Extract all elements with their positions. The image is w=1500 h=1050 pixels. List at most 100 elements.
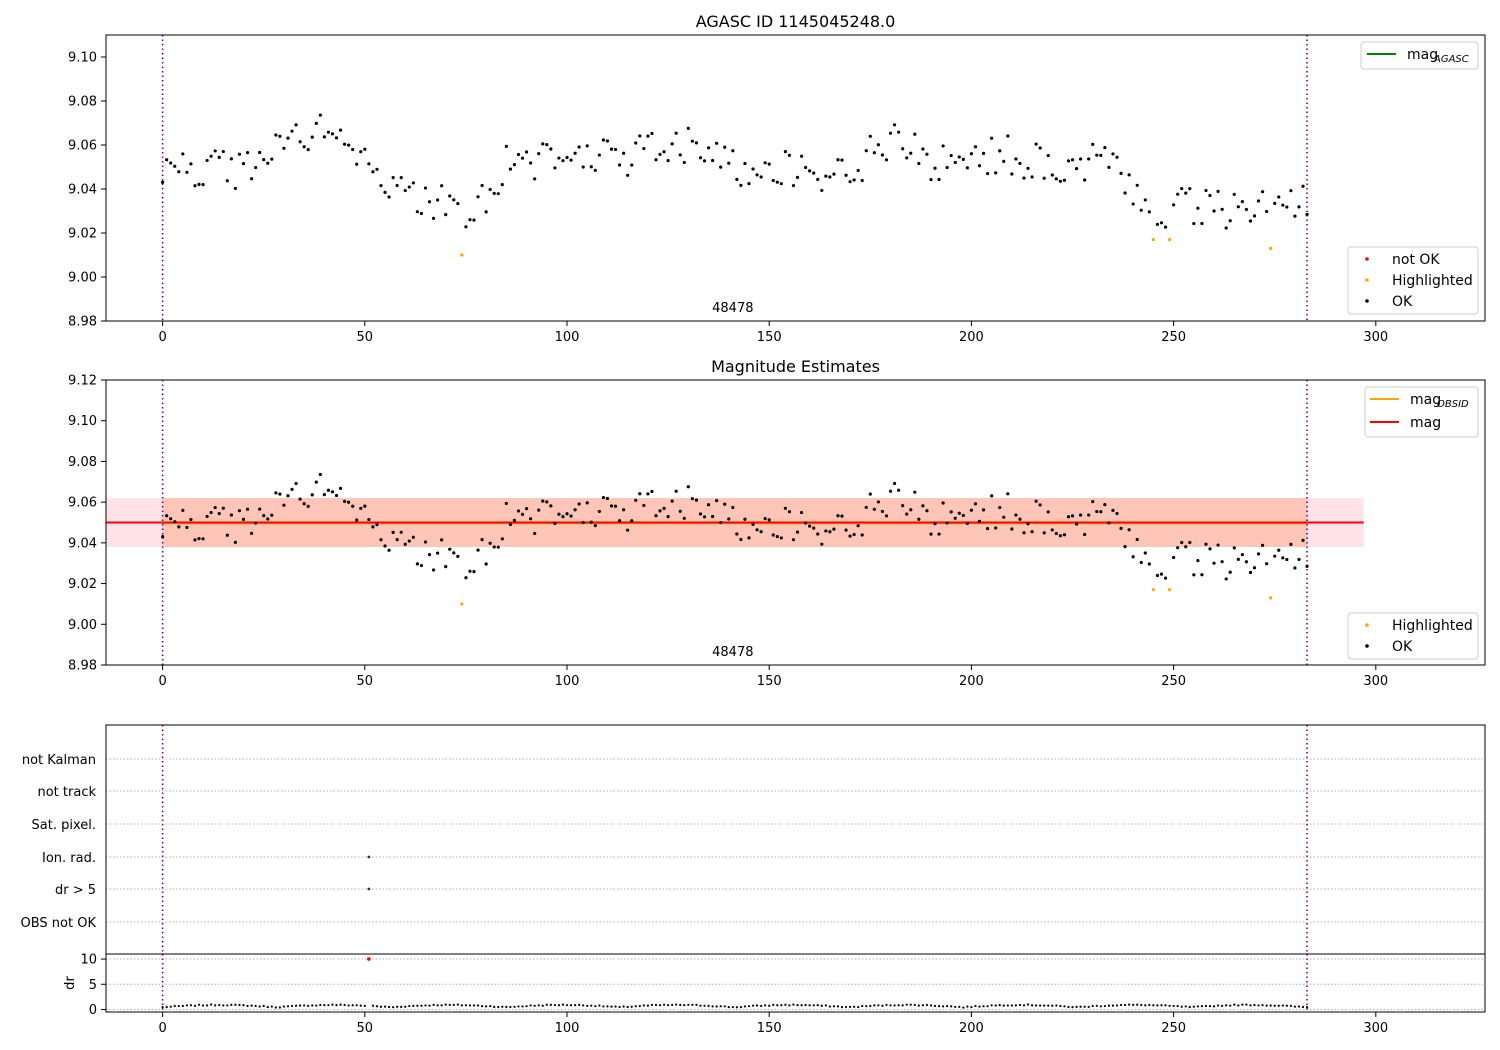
ok-point (702, 159, 707, 163)
legend-subscript: AGASC (1433, 54, 1469, 65)
ok-point (1188, 186, 1192, 191)
ok-point (1208, 193, 1212, 198)
y-tick-label: 9.06 (68, 139, 97, 154)
x-tick-label: 200 (959, 674, 984, 689)
ok-point (1305, 564, 1309, 568)
ok-point (638, 134, 642, 138)
dr-point (1180, 1005, 1183, 1008)
legend-marker-swatch (1365, 257, 1369, 261)
ok-point (795, 175, 800, 179)
ok-point (1184, 191, 1188, 195)
dr-point (404, 1005, 407, 1008)
dr-point (622, 1005, 625, 1008)
dr-point (480, 1005, 484, 1008)
dr-point (1164, 1004, 1167, 1007)
ok-point (832, 172, 836, 176)
dr-point (197, 1003, 201, 1006)
ok-point (302, 145, 306, 149)
ok-point (452, 198, 456, 202)
ok-point (334, 493, 339, 498)
dr-point (509, 1005, 512, 1009)
ok-point (326, 130, 331, 134)
dr-point (909, 1003, 912, 1006)
dr-point (485, 1005, 488, 1008)
dr-point (614, 1005, 617, 1008)
ok-point (169, 517, 173, 521)
ok-point (953, 516, 957, 520)
ok-point (856, 168, 860, 173)
ok-point (674, 131, 678, 135)
dr-point (201, 1004, 205, 1007)
ok-point (1006, 492, 1010, 496)
dr-point (1285, 1004, 1288, 1007)
ok-point (682, 516, 686, 520)
ok-point (1224, 577, 1228, 581)
ok-point (929, 532, 933, 536)
ok-point (516, 152, 521, 157)
magnitude-estimates-panel: Magnitude Estimates 48478 0 50 100 150 200 250 3… (68, 357, 1486, 689)
dr-point (970, 1005, 973, 1009)
chart-title: Magnitude Estimates (711, 357, 880, 376)
ok-point (1062, 533, 1067, 537)
ok-point (779, 182, 783, 186)
ok-point (1087, 157, 1091, 161)
ok-point (1083, 178, 1087, 182)
ok-point (601, 138, 606, 142)
dr-point (707, 1004, 710, 1007)
ok-point (468, 569, 472, 573)
ok-point (1192, 573, 1196, 577)
ok-point (266, 517, 270, 521)
ok-point (537, 152, 541, 156)
ok-point (1050, 173, 1054, 177)
ok-point (177, 525, 181, 529)
ok-point (456, 201, 460, 206)
dr-point (1241, 1003, 1244, 1006)
ok-point (897, 488, 901, 492)
ok-point (1208, 547, 1212, 551)
dr-point (755, 1004, 759, 1007)
y-tick-label: 9.04 (68, 183, 97, 198)
x-tick-label: 300 (1363, 330, 1388, 345)
obsid-annotation: 48478 (712, 301, 753, 316)
dr-point (618, 1005, 621, 1009)
ok-point (533, 177, 537, 181)
ok-point (266, 161, 270, 165)
ok-point (1030, 175, 1034, 179)
ok-point (229, 157, 233, 161)
ok-point (492, 545, 496, 549)
dr-point (1245, 1003, 1248, 1006)
ok-point (884, 514, 889, 518)
ok-point (1232, 192, 1236, 196)
ok-point (727, 161, 731, 165)
dr-point (1269, 1004, 1272, 1007)
ok-point (678, 153, 682, 157)
ok-point (1058, 534, 1062, 538)
dr-point (776, 1004, 779, 1007)
ok-point (189, 162, 193, 166)
dr-point (1265, 1004, 1268, 1007)
dr-point (671, 1003, 674, 1006)
ok-point (476, 548, 480, 552)
dr-point (294, 1004, 298, 1007)
ok-point (763, 161, 767, 165)
dr-point (331, 1003, 334, 1006)
dr-point (371, 1004, 375, 1007)
dr-point (339, 1003, 342, 1006)
x-tick-label: 50 (357, 1021, 374, 1036)
ok-point (545, 500, 549, 504)
dr-point (836, 1005, 840, 1008)
ok-point (1002, 515, 1006, 519)
ok-point (448, 547, 452, 551)
ok-point (193, 184, 197, 188)
ok-point (1070, 514, 1075, 518)
dr-point (1087, 1005, 1090, 1009)
dr-point (654, 1003, 658, 1007)
ok-point (1054, 531, 1058, 536)
ok-point (1252, 566, 1257, 570)
dr-point (1107, 1004, 1111, 1007)
ok-point (347, 143, 351, 147)
ok-point (775, 534, 779, 539)
ok-point (1240, 552, 1244, 557)
dr-point (1083, 1005, 1086, 1008)
ok-point (1099, 153, 1103, 157)
